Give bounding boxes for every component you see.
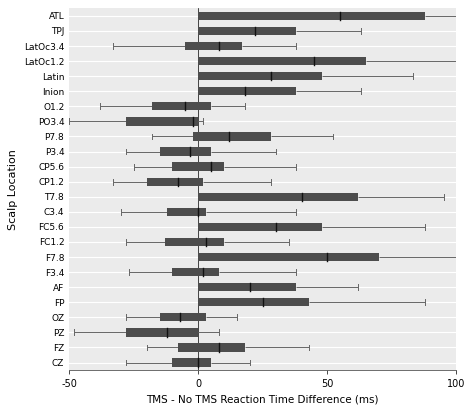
Bar <box>198 72 322 80</box>
Bar <box>198 192 358 201</box>
Bar <box>198 253 379 261</box>
Bar <box>160 313 206 321</box>
Bar <box>198 283 296 291</box>
Bar <box>198 57 366 65</box>
Bar <box>198 298 309 306</box>
Bar <box>126 117 198 126</box>
Bar <box>178 343 245 351</box>
Y-axis label: Scalp Location: Scalp Location <box>9 149 18 230</box>
Bar <box>173 268 219 276</box>
Bar <box>152 102 211 110</box>
Bar <box>167 208 206 216</box>
Bar <box>146 178 203 186</box>
Bar <box>198 223 322 231</box>
Bar <box>185 42 242 50</box>
Bar <box>173 162 224 171</box>
Bar <box>198 27 296 35</box>
Bar <box>160 147 211 156</box>
X-axis label: TMS - No TMS Reaction Time Difference (ms): TMS - No TMS Reaction Time Difference (m… <box>146 395 379 405</box>
Bar <box>198 12 426 20</box>
Bar <box>173 358 211 367</box>
Bar <box>198 87 296 95</box>
Bar <box>193 132 271 140</box>
Bar <box>126 328 198 337</box>
Bar <box>164 238 224 246</box>
